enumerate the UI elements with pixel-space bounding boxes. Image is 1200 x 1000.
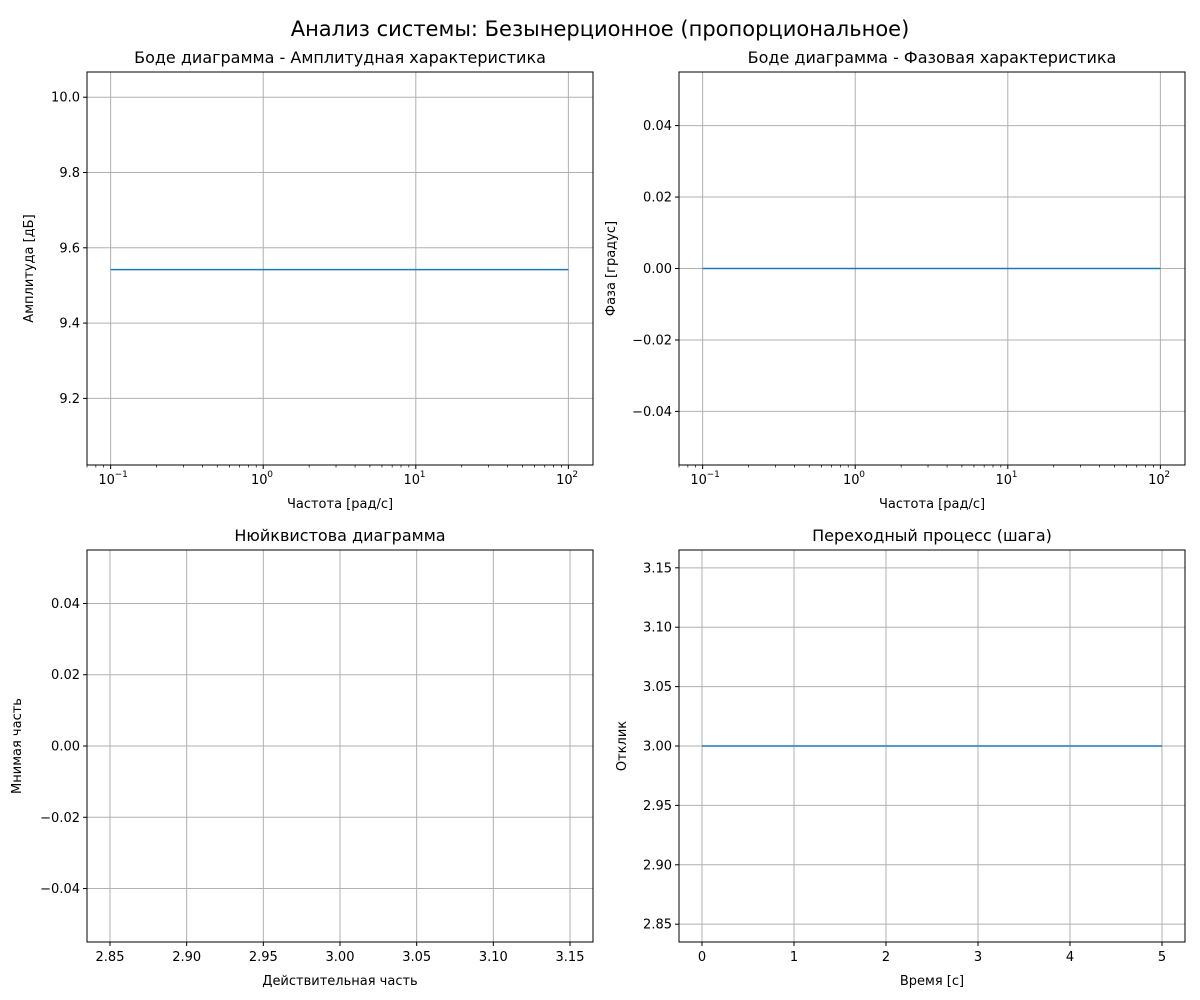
plot-title: Боде диаграмма - Амплитудная характерист… [134,48,546,67]
y-tick-label: −0.04 [632,405,672,420]
x-tick-label: 3.15 [556,950,585,965]
x-tick-label: 5 [1158,950,1166,965]
figure-title: Анализ системы: Безынерционное (пропорци… [291,17,910,41]
plot-title: Нюйквистова диаграмма [234,526,445,545]
x-axis-label: Время [с] [900,974,964,989]
bode-phase-plot: 10 −1 10 0 10 1 10 2−0.04−0.020.000.020.04Боде … [604,48,1186,512]
y-tick-label: 2.95 [643,799,672,814]
y-tick-label: 0.04 [51,597,80,612]
x-tick-exponent: −1 [707,470,720,480]
y-tick-label: 2.85 [643,918,672,933]
x-tick-exponent: 2 [1164,470,1170,480]
x-tick-label: 1 [790,950,798,965]
x-tick-label: 2.85 [96,950,125,965]
x-tick-label: 10 [98,473,115,488]
x-tick-label: 3.10 [479,950,508,965]
y-tick-label: 0.02 [643,191,672,206]
x-tick-label: 2.95 [249,950,278,965]
x-axis-label: Частота [рад/с] [287,497,393,512]
x-axis-label: Частота [рад/с] [879,497,985,512]
x-tick-label: 3.05 [402,950,431,965]
y-tick-label: 3.00 [643,740,672,755]
y-tick-label: 9.6 [59,241,80,256]
plot-title: Боде диаграмма - Фазовая характеристика [748,48,1117,67]
x-tick-label: 10 [996,473,1013,488]
y-tick-label: 0.04 [643,119,672,134]
y-tick-label: 10.0 [51,91,80,106]
y-tick-label: 3.15 [643,561,672,576]
x-tick-exponent: 0 [859,470,865,480]
nyquist-plot: 2.85 2.90 2.95 3.00 3.05 3.10 3.15 −0.04 −0.02 0.… [10,526,594,989]
y-tick-label: 9.2 [59,392,80,407]
y-tick-label: 0.02 [51,668,80,683]
x-tick-exponent: −1 [115,470,128,480]
x-tick-label: 4 [1066,950,1074,965]
x-tick-exponent: 0 [267,470,273,480]
y-axis-label: Мнимая часть [10,698,25,794]
x-tick-label: 10 [1148,473,1165,488]
x-tick-label: 10 [556,473,573,488]
x-tick-exponent: 2 [572,470,578,480]
x-tick-label: 0 [698,950,706,965]
x-tick-label: 2.90 [172,950,201,965]
x-axis-label: Действительная часть [262,974,417,989]
y-axis-label: Фаза [градус] [604,221,619,316]
plot-frame [86,71,594,466]
x-tick-exponent: 1 [1012,470,1018,480]
y-tick-label: 3.10 [643,621,672,636]
y-tick-label: 2.90 [643,858,672,873]
y-tick-label: 0.00 [51,740,80,755]
step-response-plot: 0 1 2 3 4 5 2.85 2.90 2.95 3.00 3.05 3.10 3.15 Перехо… [615,526,1186,989]
y-tick-label: 0.00 [643,262,672,277]
plot-title: Переходный процесс (шага) [812,526,1052,545]
y-tick-label: 3.05 [643,680,672,695]
x-tick-label: 10 [251,473,268,488]
y-axis-label: Амплитуда [дБ] [22,214,37,322]
y-axis-label: Отклик [615,721,630,771]
x-tick-label: 3.00 [326,950,355,965]
x-tick-label: 10 [690,473,707,488]
y-tick-label: −0.02 [40,811,80,826]
y-tick-label: −0.04 [40,882,80,897]
x-tick-label: 10 [404,473,421,488]
x-tick-exponent: 1 [420,470,426,480]
y-tick-label: 9.8 [59,166,80,181]
y-tick-label: 9.4 [59,317,80,332]
x-tick-label: 10 [843,473,860,488]
y-tick-label: −0.02 [632,333,672,348]
x-tick-label: 3 [974,950,982,965]
x-tick-label: 2 [882,950,890,965]
